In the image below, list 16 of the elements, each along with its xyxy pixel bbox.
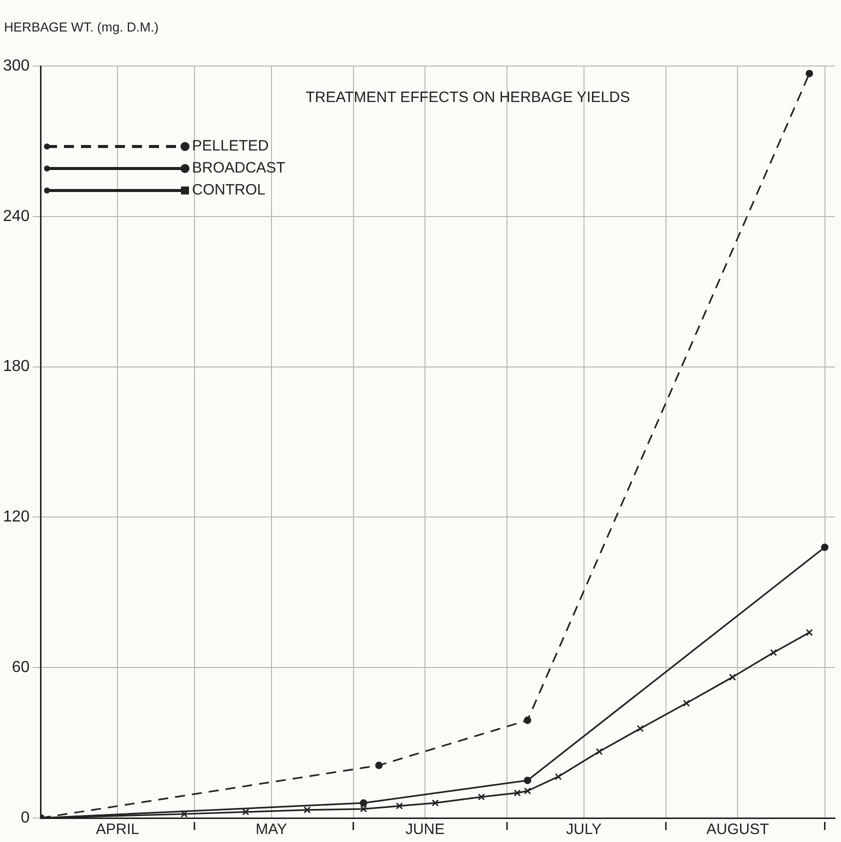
x-tick-label: AUGUST (706, 821, 769, 838)
x-tick-label: JUNE (405, 821, 445, 838)
y-tick-label: 180 (2, 358, 30, 376)
y-tick-label: 0 (20, 809, 30, 826)
y-tick-label: 120 (2, 508, 30, 526)
legend-label: CONTROL (192, 182, 266, 199)
legend-label: BROADCAST (192, 160, 286, 177)
legend-label: PELLETED (192, 138, 269, 155)
x-tick-label: MAY (256, 821, 288, 838)
y-tick-label: 300 (2, 57, 30, 74)
y-tick-label: 240 (2, 208, 30, 225)
y-tick-label: 60 (12, 659, 30, 676)
x-tick-label: JULY (566, 821, 602, 838)
y-axis-title: HERBAGE WT. (mg. D.M.) (4, 20, 159, 35)
text: TREATMENT EFFECTS ON HERBAGE YIELDS (306, 89, 630, 106)
x-tick-label: APRIL (96, 821, 140, 838)
